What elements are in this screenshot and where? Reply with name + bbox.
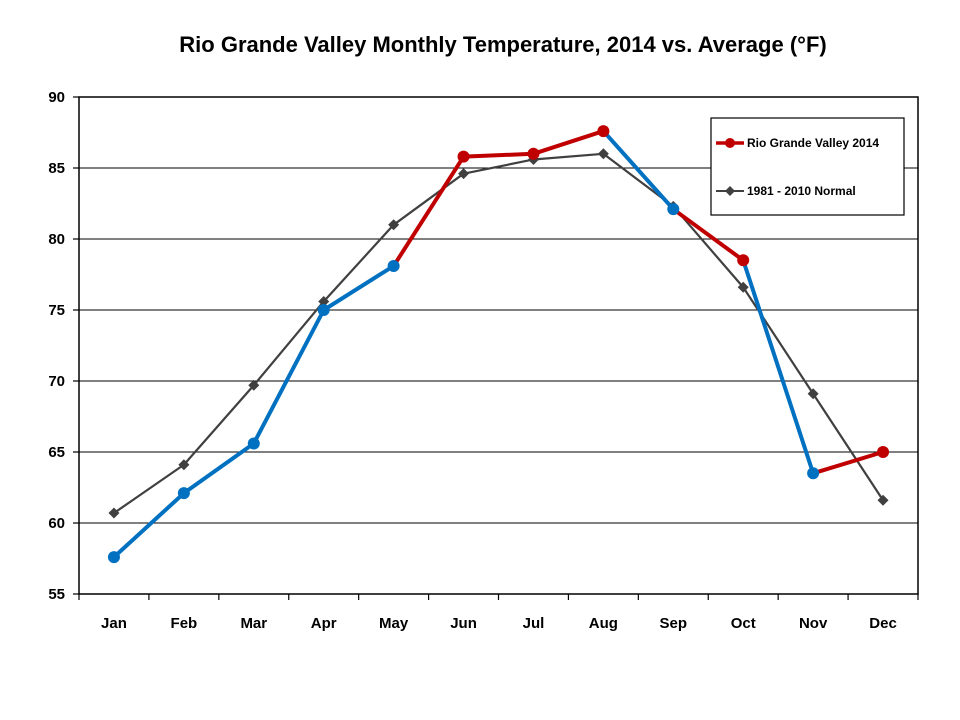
legend-swatch-marker-2014 <box>725 138 735 148</box>
series-segment-2014 <box>811 450 886 476</box>
y-tick-label: 80 <box>48 231 65 248</box>
point-2014 <box>247 437 260 450</box>
gridlines <box>79 167 918 524</box>
point-2014 <box>177 487 190 500</box>
normal-point <box>597 148 609 160</box>
y-tick-label: 65 <box>48 444 65 461</box>
series-segment-2014 <box>601 129 676 212</box>
point-2014 <box>107 551 120 564</box>
point-2014 <box>737 254 750 267</box>
x-tick-label: Dec <box>869 615 897 632</box>
x-tick-label: Aug <box>589 615 618 632</box>
y-tick-label: 70 <box>48 373 65 390</box>
series-segment-2014 <box>671 207 746 263</box>
normal-point <box>458 168 470 180</box>
legend-swatch-marker-normal <box>725 186 735 196</box>
normal-point <box>737 281 749 293</box>
series-segment-2014 <box>111 491 186 560</box>
legend-label-2014: Rio Grande Valley 2014 <box>747 136 879 150</box>
normal-point <box>248 379 260 391</box>
y-tick-label: 55 <box>48 586 65 603</box>
series-segment-2014 <box>321 263 396 312</box>
point-2014 <box>457 150 470 163</box>
x-tick-label: Feb <box>171 615 198 632</box>
legend-box <box>710 117 905 216</box>
x-tick-label: Jun <box>450 615 477 632</box>
x-tick-label: Jul <box>523 615 545 632</box>
point-2014 <box>807 467 820 480</box>
y-axis: 55 60 65 70 75 80 85 90 <box>48 89 79 603</box>
x-tick-label: Mar <box>240 615 267 632</box>
series-line-normal <box>113 152 884 514</box>
series-segment-2014 <box>461 151 536 159</box>
normal-point <box>318 295 330 307</box>
series-group <box>107 125 890 564</box>
chart-title: Rio Grande Valley Monthly Temperature, 2… <box>179 32 826 57</box>
x-axis: Jan Feb Mar Apr May Jun Jul Aug Sep Oct Nov Dec <box>78 594 919 632</box>
y-tick-label: 60 <box>48 515 65 532</box>
normal-point <box>807 388 819 400</box>
x-tick-label: Oct <box>731 615 756 632</box>
series-segment-2014 <box>251 308 326 446</box>
point-2014 <box>667 203 680 216</box>
x-tick-label: Jan <box>101 615 127 632</box>
series-segment-2014 <box>391 154 466 268</box>
x-tick-label: Nov <box>799 615 828 632</box>
point-2014 <box>877 446 890 458</box>
point-2014 <box>597 125 610 138</box>
normal-point <box>108 507 120 519</box>
legend-label-normal: 1981 - 2010 Normal <box>747 184 856 198</box>
x-tick-label: Apr <box>311 615 337 632</box>
y-tick-label: 90 <box>48 89 65 106</box>
series-segment-2014 <box>181 441 256 496</box>
point-2014 <box>527 147 540 160</box>
point-2014 <box>317 304 330 316</box>
y-tick-label: 85 <box>48 160 65 177</box>
x-tick-label: May <box>379 615 409 632</box>
x-tick-label: Sep <box>660 615 688 632</box>
series-segment-2014 <box>531 129 606 156</box>
normal-point <box>388 219 400 231</box>
legend: Rio Grande Valley 2014 1981 - 2010 Norma… <box>710 117 905 216</box>
normal-point <box>178 459 190 471</box>
series-segment-2014 <box>741 258 816 476</box>
normal-point <box>877 494 889 506</box>
point-2014 <box>387 259 400 272</box>
y-tick-label: 75 <box>48 302 65 319</box>
